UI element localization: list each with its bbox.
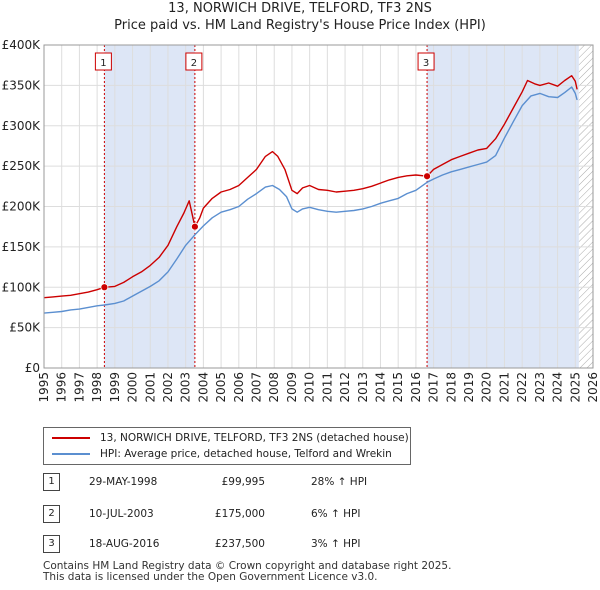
x-tick-label: 2001	[143, 372, 157, 403]
x-tick-label: 2002	[161, 372, 175, 403]
price-chart: 1 2 3 £0 £50K £100K £150K £200K £250K £300K £350K £…	[2, 38, 600, 403]
sale-hpi-change: 6% ↑ HPI	[311, 508, 361, 520]
legend: 13, NORWICH DRIVE, TELFORD, TF3 2NS (det…	[43, 427, 411, 465]
sale-price: £99,995	[221, 476, 265, 488]
x-tick-label: 2020	[480, 372, 494, 403]
x-tick-label: 2025	[568, 372, 582, 403]
x-tick-label: 2013	[356, 372, 370, 403]
x-tick-label: 2012	[338, 372, 352, 403]
x-tick-label: 1999	[108, 372, 122, 403]
sale-price: £237,500	[214, 538, 265, 550]
x-tick-label: 1997	[72, 372, 86, 403]
x-tick-label: 1998	[90, 372, 104, 403]
y-tick-label: £400K	[2, 38, 42, 52]
property-series-line	[43, 74, 578, 299]
sale-marker-box-3	[417, 52, 435, 71]
chart-title: 13, NORWICH DRIVE, TELFORD, TF3 2NS	[168, 1, 432, 16]
sale-date: 10-JUL-2003	[89, 508, 154, 520]
y-tick-label: £50K	[9, 321, 41, 335]
sale-marker-label-3: 3	[423, 58, 429, 69]
x-tick-label: 2023	[533, 372, 547, 403]
sale-number-badge: 1	[43, 473, 60, 491]
sale-date: 29-MAY-1998	[89, 476, 158, 488]
x-tick-label: 1995	[37, 372, 51, 403]
sale-number-badge: 3	[43, 535, 60, 553]
footer-licence: This data is licensed under the Open Gov…	[43, 570, 378, 583]
plot-frame	[43, 44, 594, 369]
sale-hpi-change: 28% ↑ HPI	[311, 476, 368, 488]
sale-number-badge: 2	[43, 505, 60, 523]
y-tick-label: £200K	[2, 200, 42, 214]
x-tick-label: 2009	[285, 372, 299, 403]
x-tick-label: 2010	[303, 372, 317, 403]
y-tick-label: £150K	[2, 240, 42, 254]
sale-date: 18-AUG-2016	[89, 538, 160, 550]
x-tick-label: 2000	[126, 372, 140, 403]
x-tick-label: 2016	[409, 372, 423, 403]
footer: Contains HM Land Registry data © Crown c…	[43, 561, 451, 582]
sale-marker-box-2	[185, 52, 203, 71]
x-tick-label: 2005	[214, 372, 228, 403]
sale-marker-label-1: 1	[100, 58, 106, 69]
x-tick-label: 1996	[55, 372, 69, 403]
y-tick-label: £0	[25, 361, 40, 375]
x-tick-label: 2003	[179, 372, 193, 403]
x-tick-label: 2021	[497, 372, 511, 403]
table-row: 2 10-JUL-2003 £175,000 6% ↑ HPI	[43, 505, 463, 523]
legend-item-property: 13, NORWICH DRIVE, TELFORD, TF3 2NS (det…	[52, 430, 409, 446]
x-tick-label: 2019	[462, 372, 476, 403]
x-tick-label: 2004	[196, 372, 210, 403]
legend-swatch-hpi	[52, 453, 90, 455]
x-tick-label: 2026	[586, 372, 600, 403]
x-tick-label: 2015	[391, 372, 405, 403]
x-tick-label: 2022	[515, 372, 529, 403]
x-tick-label: 2014	[373, 372, 387, 403]
legend-swatch-property	[52, 437, 90, 439]
sale-marker-box-1	[94, 52, 112, 71]
legend-item-hpi: HPI: Average price, detached house, Telf…	[52, 446, 392, 462]
x-tick-label: 2018	[444, 372, 458, 403]
y-tick-label: £300K	[2, 119, 42, 133]
x-tick-label: 2008	[267, 372, 281, 403]
y-tick-label: £250K	[2, 159, 42, 173]
sale-price: £175,000	[214, 508, 265, 520]
x-tick-label: 2006	[232, 372, 246, 403]
sale-point-3	[423, 172, 431, 181]
legend-label-hpi: HPI: Average price, detached house, Telf…	[100, 448, 392, 460]
x-tick-label: 2017	[427, 372, 441, 403]
table-row: 3 18-AUG-2016 £237,500 3% ↑ HPI	[43, 535, 463, 553]
y-tick-label: £100K	[2, 280, 42, 294]
sale-hpi-change: 3% ↑ HPI	[311, 538, 361, 550]
sale-point-2	[190, 222, 199, 231]
hpi-series-line	[43, 86, 578, 314]
sale-marker-label-2: 2	[191, 58, 197, 69]
table-row: 1 29-MAY-1998 £99,995 28% ↑ HPI	[43, 473, 463, 491]
x-tick-label: 2024	[551, 372, 565, 403]
footer-copyright: Contains HM Land Registry data © Crown c…	[43, 560, 452, 572]
x-tick-label: 2007	[250, 372, 264, 403]
y-tick-label: £350K	[2, 78, 42, 92]
legend-label-property: 13, NORWICH DRIVE, TELFORD, TF3 2NS (det…	[100, 432, 409, 444]
chart-subtitle: Price paid vs. HM Land Registry's House …	[114, 18, 486, 33]
x-tick-label: 2011	[320, 372, 334, 403]
sale-point-1	[100, 283, 109, 292]
